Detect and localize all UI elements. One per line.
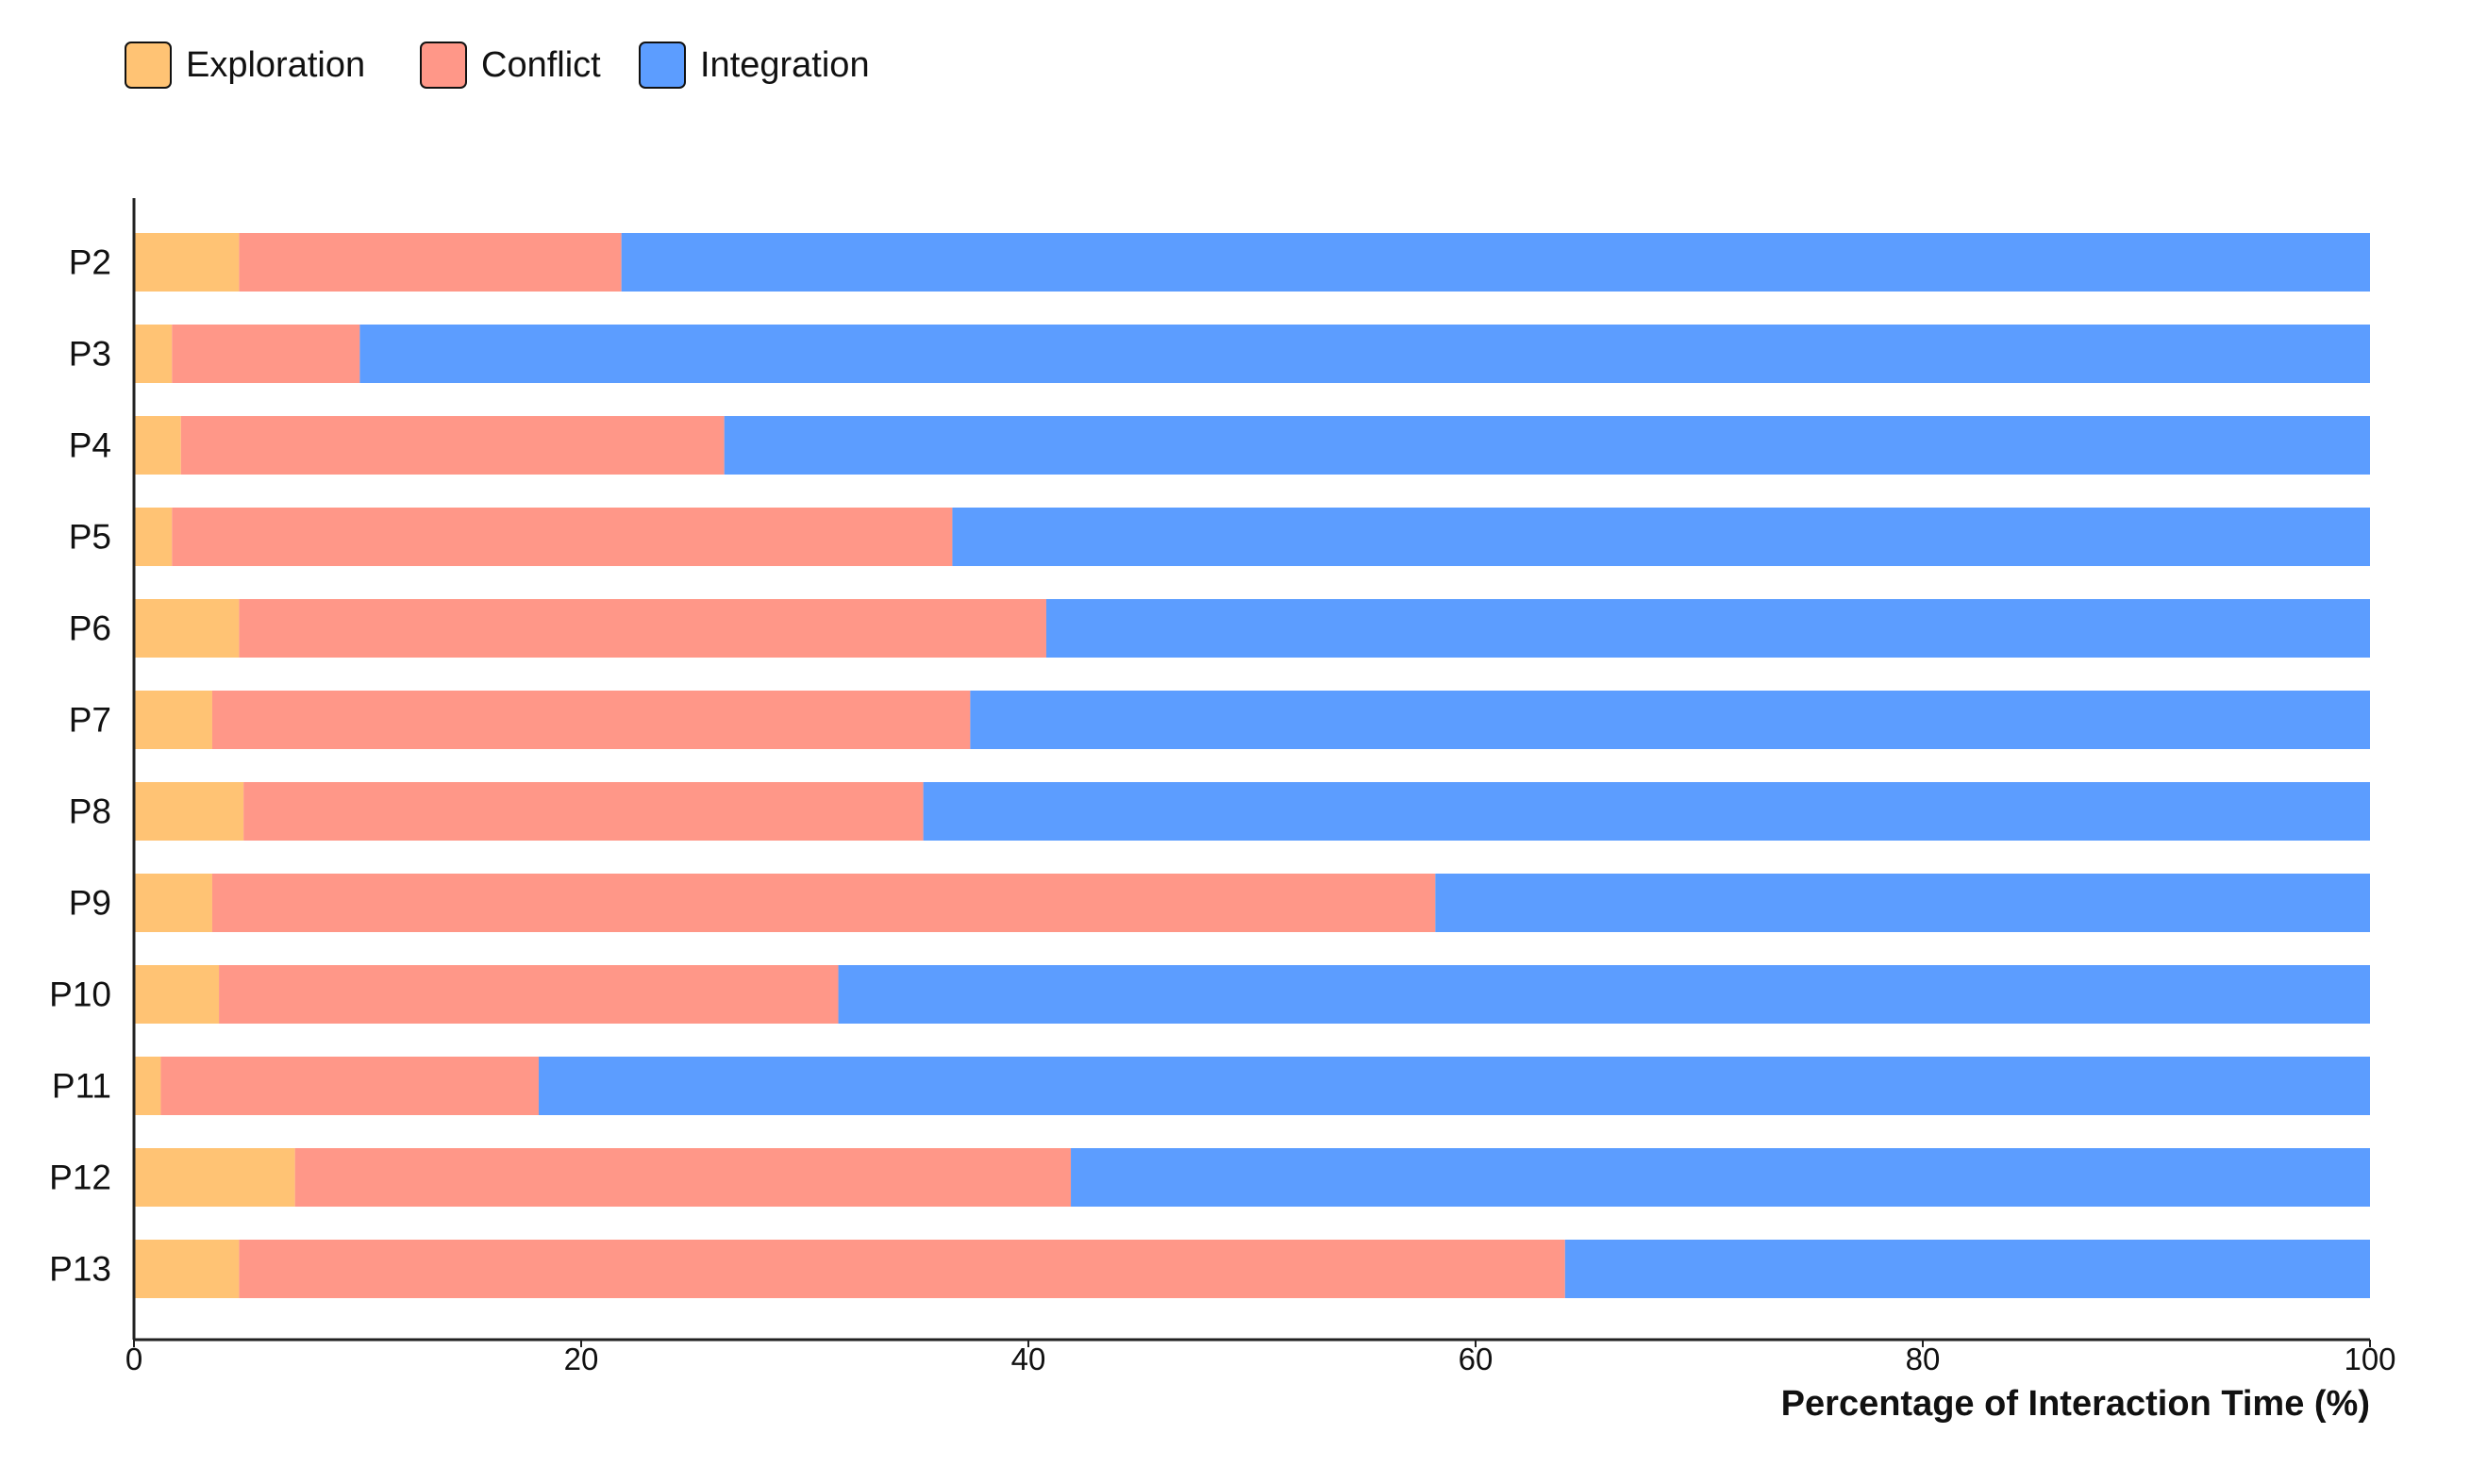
bar-integration-p2 [621, 233, 2371, 292]
y-tick-label-p9: P9 [69, 884, 111, 923]
legend-label-integration: Integration [700, 45, 870, 85]
bar-exploration-p7 [134, 691, 212, 749]
bar-exploration-p3 [134, 325, 173, 383]
bar-conflict-p8 [243, 782, 924, 841]
bar-integration-p10 [838, 965, 2370, 1024]
bar-conflict-p10 [219, 965, 839, 1024]
x-tick-label-60: 60 [1459, 1342, 1494, 1376]
bar-conflict-p5 [172, 508, 953, 566]
bar-integration-p6 [1045, 599, 2370, 658]
bar-conflict-p6 [239, 599, 1046, 658]
bar-exploration-p2 [134, 233, 240, 292]
legend-label-exploration: Exploration [186, 45, 365, 85]
bars [134, 233, 2371, 1298]
x-tick-labels: 0 20 40 60 80 100 [125, 1340, 2396, 1376]
bar-conflict-p2 [239, 233, 622, 292]
x-tick-label-0: 0 [125, 1342, 142, 1376]
bar-integration-p8 [923, 782, 2370, 841]
y-tick-label-p13: P13 [49, 1250, 111, 1289]
bar-exploration-p5 [134, 508, 173, 566]
bar-conflict-p9 [211, 874, 1436, 932]
y-tick-label-p6: P6 [69, 609, 111, 648]
bar-conflict-p12 [294, 1148, 1072, 1207]
bar-exploration-p13 [134, 1240, 240, 1298]
bar-integration-p13 [1564, 1240, 2370, 1298]
bar-exploration-p8 [134, 782, 244, 841]
bar-exploration-p6 [134, 599, 240, 658]
legend: Exploration Conflict Integration [125, 42, 870, 89]
y-tick-label-p8: P8 [69, 792, 111, 831]
bar-exploration-p11 [134, 1057, 161, 1115]
bar-integration-p3 [359, 325, 2370, 383]
x-tick-label-20: 20 [564, 1342, 599, 1376]
x-axis-label: Percentage of Interaction Time (%) [1781, 1384, 2370, 1424]
bar-integration-p4 [724, 416, 2371, 475]
legend-swatch-exploration [125, 42, 172, 89]
y-tick-label-p2: P2 [69, 243, 111, 282]
y-tick-label-p4: P4 [69, 426, 111, 465]
y-tick-label-p7: P7 [69, 701, 111, 740]
axes [132, 198, 2370, 1342]
bar-conflict-p7 [211, 691, 971, 749]
x-tick-label-40: 40 [1011, 1342, 1046, 1376]
bar-conflict-p13 [239, 1240, 1565, 1298]
bar-conflict-p4 [180, 416, 725, 475]
bar-exploration-p10 [134, 965, 220, 1024]
bar-exploration-p12 [134, 1148, 295, 1207]
legend-label-conflict: Conflict [481, 45, 601, 85]
bar-integration-p5 [952, 508, 2371, 566]
x-tick-label-80: 80 [1906, 1342, 1941, 1376]
bar-integration-p9 [1435, 874, 2370, 932]
bar-integration-p12 [1071, 1148, 2370, 1207]
bar-exploration-p9 [134, 874, 212, 932]
bar-conflict-p3 [172, 325, 360, 383]
y-tick-label-p3: P3 [69, 335, 111, 374]
bar-integration-p7 [970, 691, 2370, 749]
y-tick-label-p12: P12 [49, 1159, 111, 1197]
bar-exploration-p4 [134, 416, 181, 475]
y-tick-labels: P2 P3 P4 P5 P6 P7 P8 P9 P10 P11 P12 P13 [49, 243, 111, 1289]
y-tick-label-p5: P5 [69, 518, 111, 557]
y-tick-label-p10: P10 [49, 975, 111, 1014]
legend-swatch-integration [639, 42, 686, 89]
bar-integration-p11 [538, 1057, 2370, 1115]
legend-swatch-conflict [420, 42, 467, 89]
y-tick-label-p11: P11 [52, 1067, 111, 1106]
bar-conflict-p11 [160, 1057, 539, 1115]
x-tick-label-100: 100 [2344, 1342, 2395, 1376]
